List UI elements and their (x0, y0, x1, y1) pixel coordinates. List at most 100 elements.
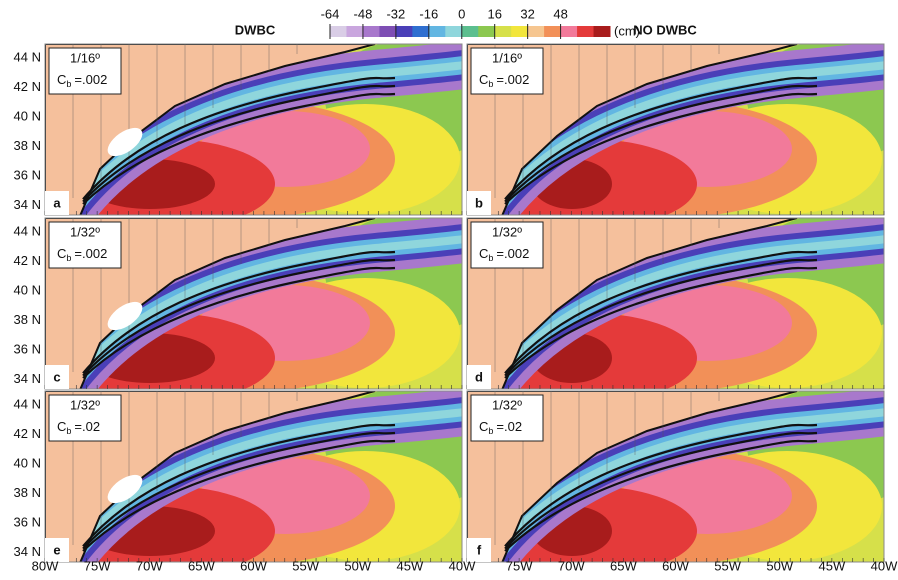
coef: C (479, 246, 488, 261)
lon-label: 65W (188, 558, 215, 573)
lat-label: 44 N (14, 49, 41, 64)
lat-label: 42 N (14, 79, 41, 94)
land (45, 44, 376, 215)
lat-label: 44 N (14, 396, 41, 411)
lat-label: 36 N (14, 167, 41, 182)
coef: C (479, 419, 488, 434)
lon-label: 55W (292, 558, 319, 573)
field-white (107, 127, 143, 157)
colorbar-segment (511, 26, 529, 37)
contour (504, 439, 818, 552)
panel-letter: e (53, 542, 60, 557)
coef: C (57, 72, 66, 87)
colorbar-segment (593, 26, 611, 37)
coef: C (57, 419, 66, 434)
current-band (62, 61, 462, 215)
contour (82, 423, 396, 547)
colorbar-segment (560, 26, 578, 37)
colorbar-segment (577, 26, 595, 37)
contour (82, 258, 396, 377)
current-band (484, 61, 884, 215)
contour (82, 76, 396, 200)
label-box (48, 221, 122, 269)
colorbar-segment (478, 26, 496, 37)
panel-letter: d (475, 369, 483, 384)
letter-box (45, 538, 69, 562)
land (467, 44, 798, 215)
map-panel: 1/16º Cb =.002 a (44, 43, 463, 216)
coef-label: Cb =.002 (479, 246, 529, 263)
map-field (467, 218, 884, 389)
label-box (470, 394, 544, 442)
label-box (470, 47, 544, 95)
coef-value: =.02 (496, 419, 522, 434)
lat-label: 34 N (14, 197, 41, 212)
lat-label: 40 N (14, 108, 41, 123)
contour (82, 439, 396, 552)
coef: C (57, 246, 66, 261)
lat-label: 38 N (14, 312, 41, 327)
lon-label: 65W (610, 558, 637, 573)
lon-label: 80W (32, 558, 59, 573)
coef-value: =.002 (496, 72, 529, 87)
colorbar-segment (379, 26, 397, 37)
coef-sub: b (488, 253, 493, 263)
lat-label: 44 N (14, 223, 41, 238)
coef-label: Cb =.002 (479, 72, 529, 89)
resolution-label: 1/16º (492, 50, 522, 65)
lon-label: 60W (662, 558, 689, 573)
colorbar-tick-label: 0 (458, 6, 465, 21)
current-band (484, 235, 884, 389)
lon-label: 75W (84, 558, 111, 573)
map-panel: 1/32º Cb =.02 f (466, 390, 885, 563)
right-title: NO DWBC (633, 22, 697, 37)
coef-value: =.002 (74, 72, 107, 87)
colorbar-segment (445, 26, 463, 37)
colorbar-segment (494, 26, 512, 37)
lat-label: 36 N (14, 341, 41, 356)
coef-sub: b (66, 79, 71, 89)
lat-label: 40 N (14, 282, 41, 297)
land (467, 391, 798, 562)
map-panel: 1/32º Cb =.02 e (44, 390, 463, 563)
coef-value: =.002 (74, 246, 107, 261)
contour (82, 92, 396, 205)
lon-label: 50W (766, 558, 793, 573)
colorbar-tick-label: -32 (386, 6, 405, 21)
field-white (107, 474, 143, 504)
lat-label: 42 N (14, 426, 41, 441)
panel-letter: f (477, 542, 482, 557)
colorbar-segment (428, 26, 446, 37)
map-panel: 1/32º Cb =.002 d (466, 217, 885, 390)
current-band (484, 408, 884, 562)
letter-box (467, 191, 491, 215)
label-box (48, 47, 122, 95)
resolution-label: 1/32º (70, 224, 100, 239)
coef-sub: b (488, 426, 493, 436)
lon-label: 40W (449, 558, 476, 573)
lon-label: 45W (819, 558, 846, 573)
panel-letter: b (475, 195, 483, 210)
contour (504, 250, 818, 374)
colorbar-tick-label: 48 (553, 6, 567, 21)
lat-label: 38 N (14, 138, 41, 153)
coef-sub: b (488, 79, 493, 89)
colorbar-segment (346, 26, 364, 37)
contour (504, 84, 818, 203)
left-title: DWBC (235, 22, 276, 37)
coef-sub: b (66, 253, 71, 263)
contour (504, 266, 818, 379)
coef-sub: b (66, 426, 71, 436)
coef: C (479, 72, 488, 87)
colorbar-segment (527, 26, 545, 37)
map-field (45, 218, 462, 389)
lat-label: 36 N (14, 514, 41, 529)
colorbar-segment (395, 26, 413, 37)
colorbar-segment (330, 26, 347, 37)
coef-label: Cb =.02 (57, 419, 100, 436)
panel-letter: c (53, 369, 60, 384)
lat-label: 40 N (14, 455, 41, 470)
panel-letter: a (53, 195, 61, 210)
